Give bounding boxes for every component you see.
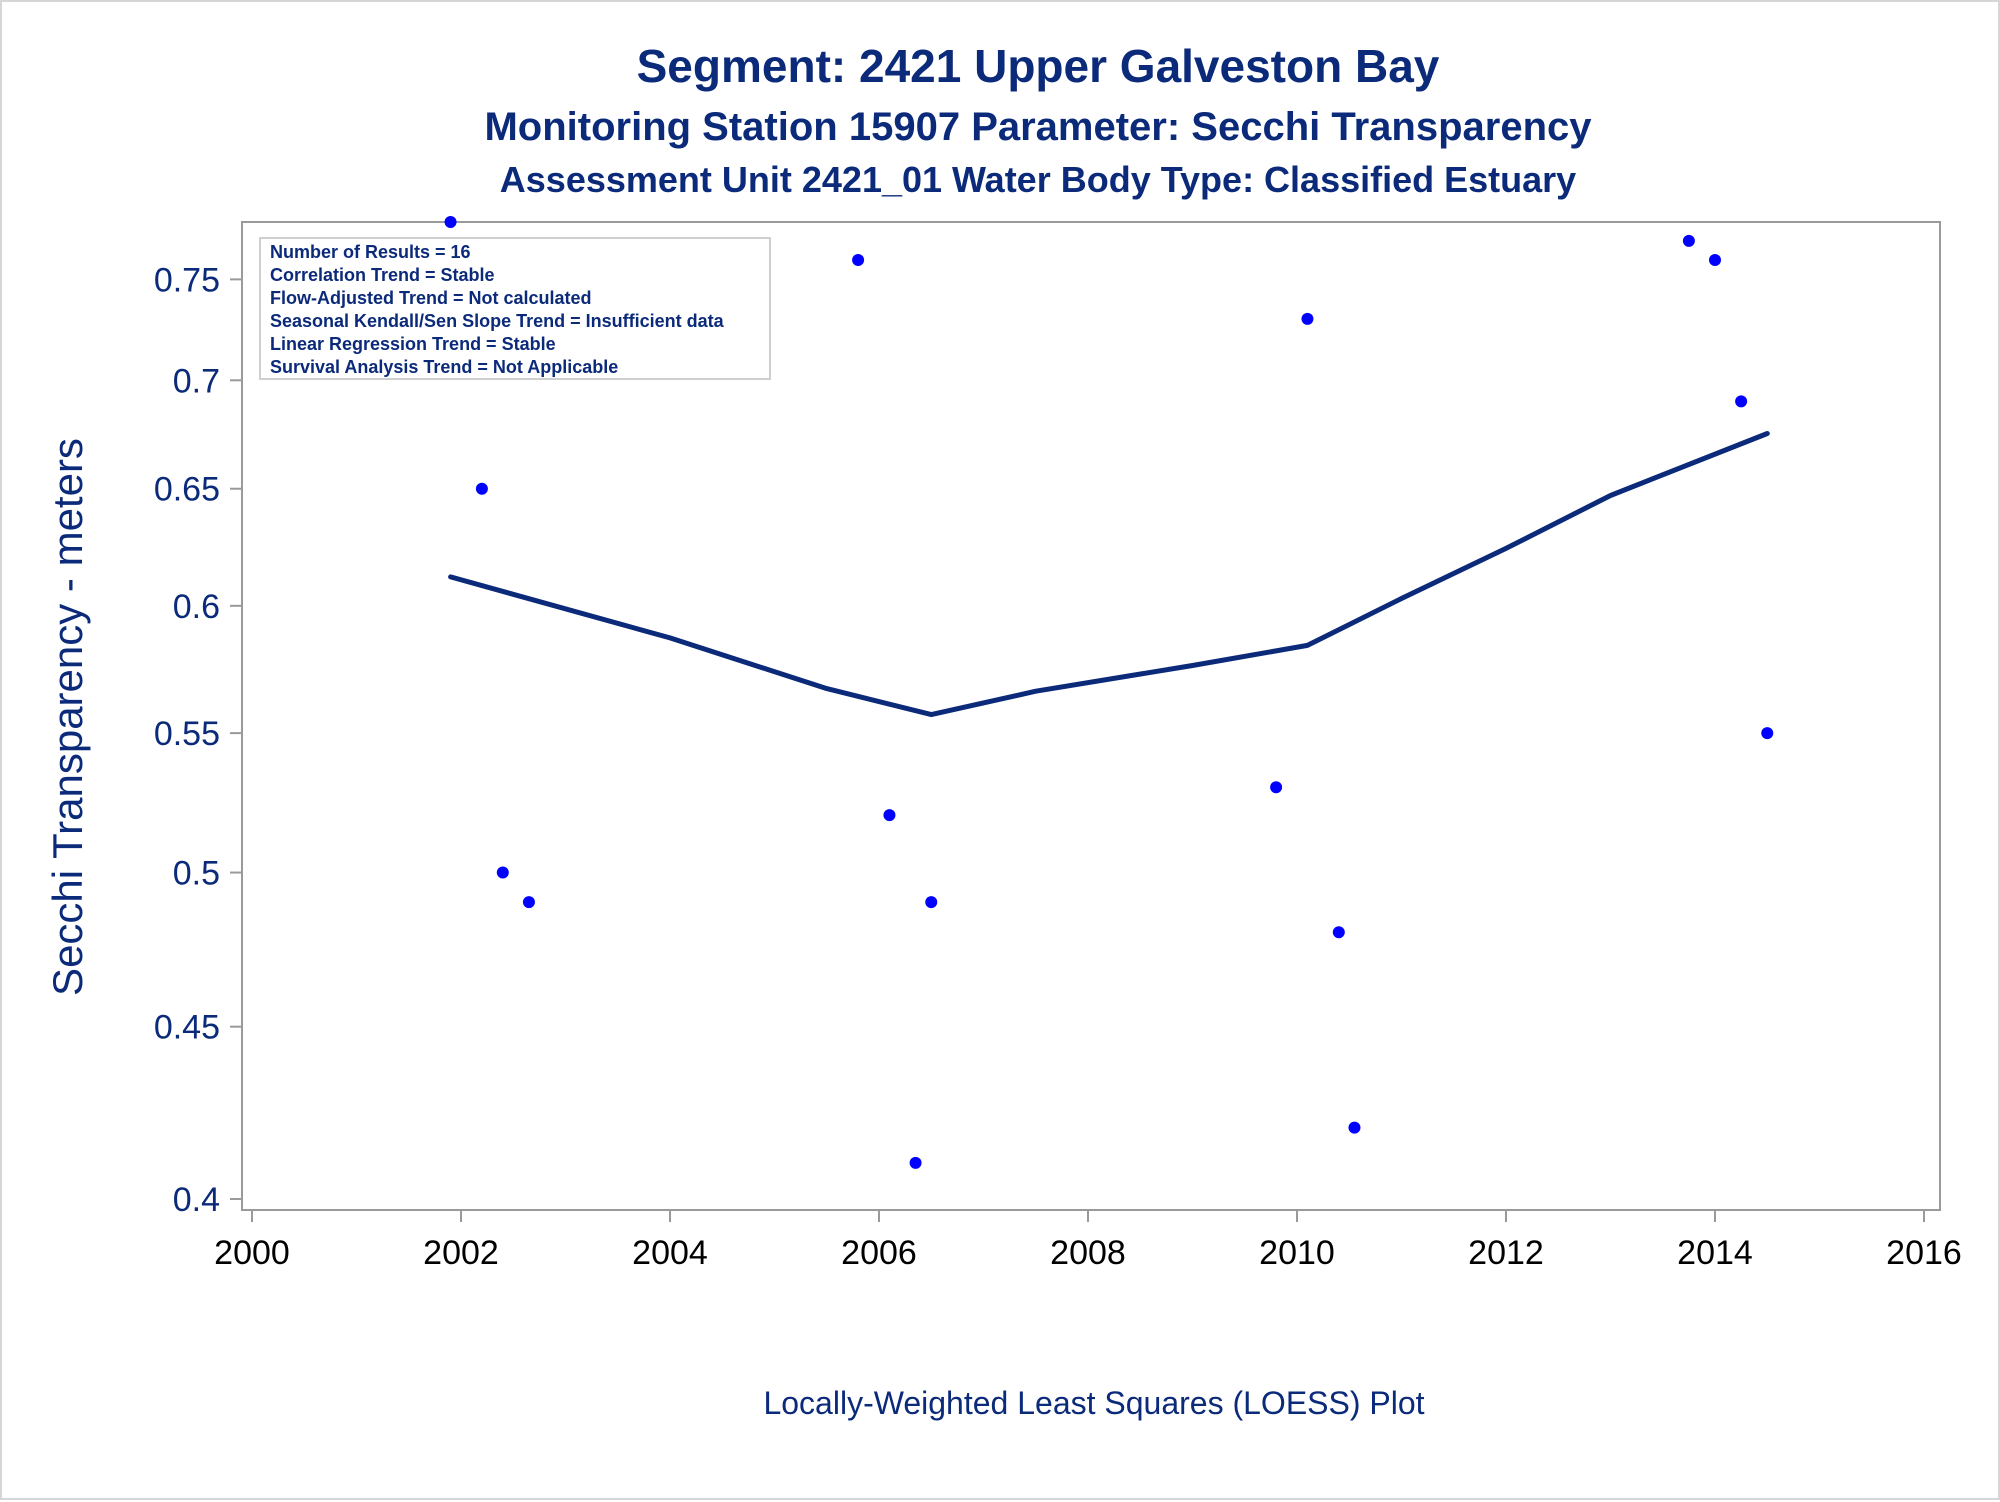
data-point-5	[883, 809, 896, 822]
y-tick-label-0: 0.4	[173, 1181, 220, 1219]
stats-line-4: Linear Regression Trend = Stable	[270, 334, 556, 354]
chart-subtitle-2: Assessment Unit 2421_01 Water Body Type:…	[500, 159, 1576, 200]
stats-line-3: Seasonal Kendall/Sen Slope Trend = Insuf…	[270, 311, 725, 331]
data-point-8	[1270, 781, 1283, 794]
data-point-10	[1332, 926, 1345, 939]
y-tick-label-3: 0.55	[154, 715, 220, 753]
data-point-4	[852, 254, 865, 267]
data-point-1	[475, 482, 488, 495]
data-point-9	[1301, 312, 1314, 325]
x-tick-label-4: 2008	[1050, 1234, 1126, 1272]
data-point-14	[1735, 395, 1748, 408]
x-tick-label-3: 2006	[841, 1234, 917, 1272]
y-axis: 0.4 0.45 0.5 0.55 0.6 0.65 0.7 0.75	[154, 261, 242, 1219]
y-tick-label-2: 0.5	[173, 855, 220, 893]
chart-title: Segment: 2421 Upper Galveston Bay	[637, 40, 1440, 92]
stats-box-text: Number of Results = 16 Correlation Trend …	[270, 242, 725, 377]
data-point-6	[909, 1156, 922, 1169]
data-point-13	[1709, 254, 1721, 267]
stats-line-1: Correlation Trend = Stable	[270, 265, 495, 285]
y-tick-label-5: 0.65	[154, 471, 220, 509]
data-point-7	[925, 896, 938, 909]
data-point-3	[522, 896, 535, 909]
data-point-12	[1682, 234, 1695, 247]
x-tick-label-6: 2012	[1468, 1234, 1544, 1272]
x-tick-label-1: 2002	[423, 1234, 499, 1272]
y-axis-label: Secchi Transparency - meters	[44, 438, 91, 996]
y-tick-label-1: 0.45	[154, 1009, 220, 1047]
loess-line	[448, 431, 1770, 718]
data-point-11	[1348, 1121, 1361, 1134]
stats-box	[259, 237, 771, 380]
x-axis: 2000 2002 2004 2006 2008 2010 2012 2014 2016	[214, 1210, 1962, 1272]
x-tick-label-7: 2014	[1677, 1234, 1753, 1272]
stats-line-5: Survival Analysis Trend = Not Applicable	[270, 357, 618, 377]
x-tick-label-0: 2000	[214, 1234, 290, 1272]
x-tick-label-2: 2004	[632, 1234, 708, 1272]
y-tick-label-4: 0.6	[173, 588, 220, 626]
data-point-0	[444, 216, 457, 228]
x-tick-label-5: 2010	[1259, 1234, 1335, 1272]
x-tick-label-8: 2016	[1886, 1234, 1962, 1272]
stats-line-0: Number of Results = 16	[270, 242, 471, 262]
data-point-15	[1761, 727, 1774, 740]
y-tick-label-6: 0.7	[173, 362, 220, 400]
data-points	[444, 216, 1774, 1169]
chart-subtitle-1: Monitoring Station 15907 Parameter: Secc…	[484, 105, 1592, 149]
stats-line-2: Flow-Adjusted Trend = Not calculated	[270, 288, 592, 308]
data-point-2	[496, 866, 509, 879]
plot-area	[241, 221, 1941, 1211]
y-tick-label-7: 0.75	[154, 261, 220, 299]
footnote: Locally-Weighted Least Squares (LOESS) P…	[763, 1385, 1424, 1421]
